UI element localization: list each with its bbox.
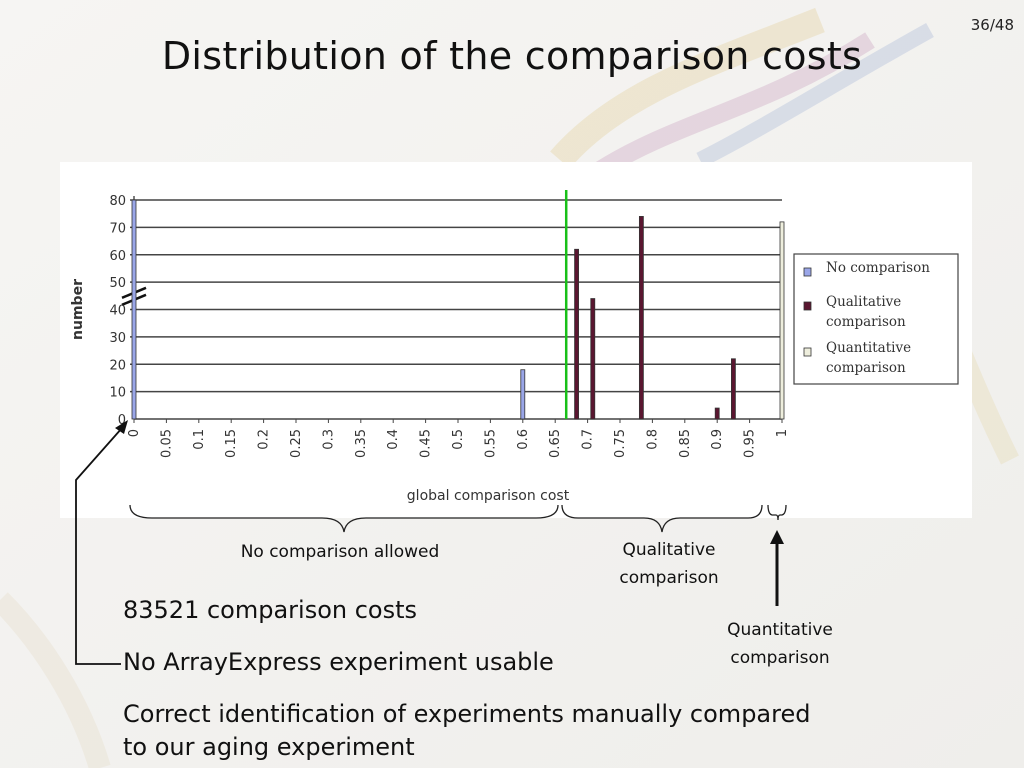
y-tick-label: 0 (118, 413, 126, 428)
x-tick-label: 0 (127, 429, 142, 437)
page-number: 36/48 (970, 16, 1014, 34)
legend-swatch (803, 301, 812, 311)
bar (731, 358, 736, 420)
x-tick-label: 0.35 (354, 429, 369, 458)
bullet-cost-count: 83521 comparison costs (123, 596, 418, 624)
x-tick-label: 0.95 (743, 429, 758, 458)
legend-label: comparison (826, 360, 906, 376)
x-tick-label: 0.9 (710, 429, 725, 450)
x-tick-label: 0.4 (386, 429, 401, 450)
bar (779, 221, 785, 420)
legend-box (793, 253, 959, 385)
annotation-qualitative: Qualitative comparison (589, 536, 749, 592)
comparison-cost-chart: 0 10 20 30 40 50 60 70 80 0 0.05 0.1 0.15 0.2 0.25 0.3 0… (70, 190, 959, 504)
y-tick-label: 30 (109, 331, 126, 346)
x-tick-label: 0.05 (159, 429, 174, 458)
x-tick-label: 0.8 (645, 429, 660, 450)
bar (574, 248, 579, 420)
x-tick-label: 0.25 (289, 429, 304, 458)
x-tick-label: 0.6 (516, 429, 531, 450)
bullet-aging-experiment: to our aging experiment (123, 733, 415, 761)
x-tick-label: 0.2 (257, 429, 272, 450)
y-tick-label: 60 (109, 249, 126, 264)
y-tick-label: 20 (109, 358, 126, 373)
bar (714, 407, 720, 420)
bullet-no-usable: No ArrayExpress experiment usable (123, 648, 554, 676)
y-tick-label: 70 (109, 221, 126, 236)
legend-swatch (803, 347, 812, 357)
y-axis-label: number (70, 279, 86, 340)
x-tick-label: 0.7 (581, 429, 596, 450)
y-tick-label: 40 (109, 304, 126, 319)
x-tick-label: 0.45 (419, 429, 434, 458)
chart-panel: 0 10 20 30 40 50 60 70 80 0 0.05 0.1 0.15 0.2 0.25 0.3 0… (60, 162, 972, 518)
x-tick-label: 0.5 (451, 429, 466, 450)
bar (520, 369, 526, 420)
y-tick-label: 10 (109, 386, 126, 401)
annotation-quantitative-line2: comparison (730, 648, 830, 668)
x-axis-label: global comparison cost (407, 488, 570, 504)
bullet-correct-identification: Correct identification of experiments ma… (123, 700, 811, 728)
legend-label: comparison (826, 314, 906, 330)
x-tick-label: 0.85 (678, 429, 693, 458)
bar (131, 199, 137, 420)
annotation-quantitative: Quantitative comparison (700, 616, 860, 672)
annotation-quantitative-line1: Quantitative (727, 620, 833, 640)
annotation-qualitative-line2: comparison (619, 568, 719, 588)
x-tick-label: 1 (775, 429, 790, 437)
x-tick-label: 0.55 (483, 429, 498, 458)
x-tick-label: 0.75 (613, 429, 628, 458)
legend-label: Quantitative (826, 340, 911, 356)
legend-label: No comparison (826, 260, 930, 276)
x-tick-label: 0.65 (548, 429, 563, 458)
y-tick-label: 80 (109, 194, 126, 209)
bar (638, 216, 644, 420)
annotation-qualitative-line1: Qualitative (622, 540, 716, 560)
annotation-no-comparison: No comparison allowed (240, 542, 440, 562)
legend-swatch (803, 267, 812, 277)
x-tick-label: 0.15 (224, 429, 239, 458)
bar (590, 298, 596, 420)
x-tick-label: 0.3 (321, 429, 336, 450)
x-tick-label: 0.1 (192, 429, 207, 450)
legend-label: Qualitative (826, 294, 901, 310)
slide-title: Distribution of the comparison costs (161, 34, 863, 78)
y-tick-label: 50 (109, 276, 126, 291)
